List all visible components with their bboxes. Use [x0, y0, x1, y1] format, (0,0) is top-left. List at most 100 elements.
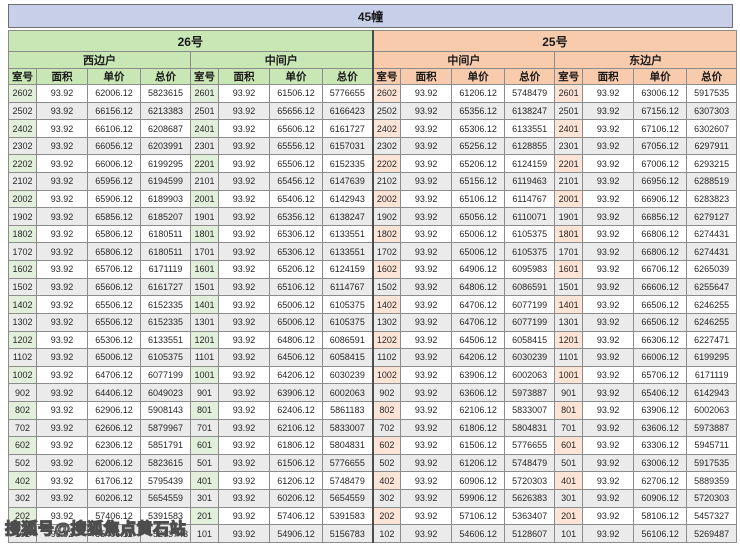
area-cell: 93.92	[582, 136, 635, 156]
room-cell: 502	[8, 453, 37, 473]
table-row: 2002 93.92 65906.12 6189903 2001 93.92 65406.1…	[8, 189, 738, 209]
area-cell: 93.92	[36, 277, 88, 297]
col-header-room: 室号	[190, 68, 219, 85]
unit-price-cell: 60906.12	[451, 471, 506, 491]
total-price-cell: 6265039	[686, 260, 738, 279]
col-header-area: 面积	[400, 68, 453, 85]
col-header-room: 室号	[8, 68, 37, 85]
total-price-cell: 6128855	[504, 136, 556, 156]
unit-price-cell: 65506.12	[87, 295, 141, 314]
area-cell: 93.92	[582, 436, 635, 455]
room-cell: 2302	[371, 136, 402, 156]
total-price-cell: 6058415	[321, 348, 374, 367]
unit-price-cell: 63306.12	[633, 436, 688, 455]
area-cell: 93.92	[400, 365, 453, 385]
room-cell: 1701	[554, 242, 584, 262]
area-cell: 93.92	[218, 330, 270, 350]
unit-price-cell: 65406.12	[269, 189, 323, 209]
total-price-cell: 6185207	[140, 207, 191, 226]
total-price-cell: 5776655	[504, 436, 556, 455]
area-cell: 93.92	[582, 84, 635, 103]
room-cell: 902	[8, 383, 37, 402]
area-cell: 93.92	[400, 418, 453, 438]
total-price-cell: 5363407	[504, 506, 556, 526]
table-row: 202 93.92 57406.12 5391583 201 93.92 57406.12 5…	[8, 506, 738, 526]
table-row: 502 93.92 62006.12 5823615 501 93.92 61506.12 5…	[8, 453, 738, 473]
area-cell: 93.92	[36, 172, 88, 191]
room-cell: 102	[371, 524, 402, 543]
table-row: 1602 93.92 65706.12 6171119 1601 93.92 65206.1…	[8, 260, 738, 279]
table-row: 1502 93.92 65606.12 6161727 1501 93.92 65106.1…	[8, 277, 738, 297]
unit-price-cell: 64906.12	[451, 260, 506, 279]
total-price-cell: 6114767	[321, 277, 374, 297]
room-cell: 1302	[8, 312, 37, 332]
area-cell: 93.92	[400, 242, 453, 262]
unit-price-cell: 60906.12	[633, 489, 688, 508]
unit-price-cell: 65006.12	[451, 242, 506, 262]
unit-price-cell: 64506.12	[269, 348, 323, 367]
total-price-cell: 6105375	[504, 242, 556, 262]
unit-price-cell: 65706.12	[633, 365, 688, 385]
unit-price-cell: 61206.12	[269, 471, 323, 491]
room-cell: 902	[371, 383, 402, 402]
unit-price-cell: 66856.12	[633, 207, 688, 226]
room-cell: 801	[190, 400, 219, 420]
unit-price-cell: 67056.12	[633, 136, 688, 156]
room-cell: 2001	[554, 189, 584, 209]
unit-price-cell: 65306.12	[451, 119, 506, 138]
total-price-cell: 5748479	[504, 84, 556, 103]
total-price-cell: 5128607	[504, 524, 556, 543]
unit-price-cell: 64206.12	[451, 348, 506, 367]
price-rows: 2602 93.92 62006.12 5823615 2601 93.92 61506.1…	[8, 84, 738, 543]
col-header-room: 室号	[554, 68, 584, 85]
area-cell: 93.92	[400, 400, 453, 420]
unit-price-cell: 61506.12	[269, 84, 323, 103]
total-price-cell: 6142943	[321, 189, 374, 209]
unit-price-cell: 65156.12	[451, 172, 506, 191]
col-header-area: 面积	[36, 68, 88, 85]
building-header-row: 26号 25号	[7, 30, 738, 52]
total-price-cell: 6105375	[140, 348, 191, 367]
unit-price-cell: 65806.12	[87, 242, 141, 262]
area-cell: 93.92	[36, 400, 88, 420]
room-cell: 701	[554, 418, 584, 438]
table-row: 2102 93.92 65956.12 6194599 2101 93.92 65456.1…	[8, 172, 738, 191]
room-cell: 2602	[8, 84, 37, 103]
room-cell: 2301	[554, 136, 584, 156]
room-cell: 1001	[190, 365, 219, 385]
total-price-cell: 5804831	[504, 418, 556, 438]
total-price-cell: 6095983	[504, 260, 556, 279]
area-cell: 93.92	[582, 383, 635, 402]
unit-price-cell: 65406.12	[633, 383, 688, 402]
area-cell: 93.92	[36, 365, 88, 385]
unit-price-cell: 66606.12	[633, 277, 688, 297]
area-cell: 93.92	[36, 383, 88, 402]
table-row: 1702 93.92 65806.12 6180511 1701 93.92 65306.1…	[8, 242, 738, 262]
unit-price-cell: 65906.12	[87, 189, 141, 209]
total-price-cell: 5720303	[504, 471, 556, 491]
total-price-cell: 5457327	[686, 506, 738, 526]
unit-price-cell: 63606.12	[451, 383, 506, 402]
unit-price-cell: 65506.12	[269, 154, 323, 174]
total-price-cell: 5833007	[321, 418, 374, 438]
room-cell: 301	[554, 489, 584, 508]
total-price-cell: 6246255	[686, 312, 738, 332]
area-cell: 93.92	[400, 260, 453, 279]
unit-price-cell: 58106.12	[633, 506, 688, 526]
total-price-cell: 6119463	[504, 172, 556, 191]
total-price-cell: 6199295	[686, 348, 738, 367]
section-header-row: 西边户 中间户 中间户 东边户	[8, 51, 738, 69]
unit-price-cell: 61206.12	[451, 84, 506, 103]
total-price-cell: 6227471	[686, 330, 738, 350]
area-cell: 93.92	[582, 101, 635, 121]
area-cell: 93.92	[218, 84, 270, 103]
total-price-cell: 5823615	[140, 453, 191, 473]
area-cell: 93.92	[582, 189, 635, 209]
room-cell: 2402	[371, 119, 402, 138]
room-cell: 1002	[8, 365, 37, 385]
room-cell: 202	[8, 506, 37, 526]
area-cell: 93.92	[36, 312, 88, 332]
area-cell: 93.92	[36, 136, 88, 156]
total-price-cell: 6293215	[686, 154, 738, 174]
unit-price-cell: 65206.12	[451, 154, 506, 174]
